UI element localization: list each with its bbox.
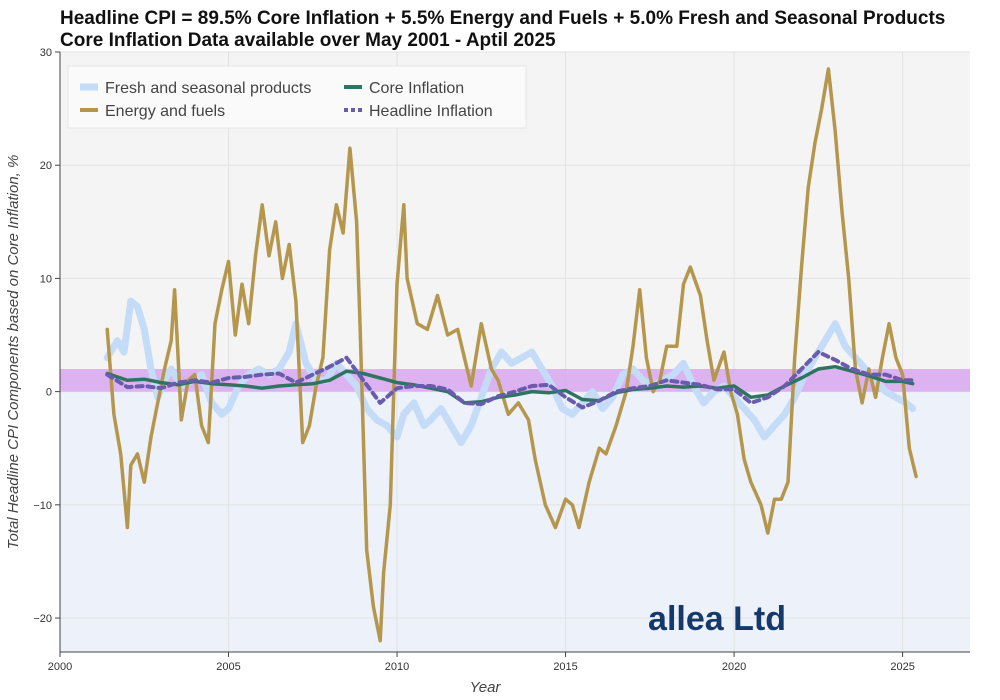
x-tick-label: 2025 [890, 661, 914, 673]
x-axis-title: Year [470, 679, 502, 696]
series-line-energy-and-fuels [105, 67, 918, 643]
y-tick-label: −20 [33, 613, 52, 625]
legend-label: Fresh and seasonal products [105, 80, 311, 97]
y-tick-label: 0 [46, 387, 52, 399]
x-tick-label: 2015 [553, 661, 577, 673]
plot-bg-below-zero [60, 391, 970, 652]
watermark: allea Ltd [648, 600, 786, 638]
legend-label: Energy and fuels [105, 103, 225, 120]
title-line-2: Core Inflation Data available over May 2… [60, 30, 556, 51]
y-tick-label: 10 [40, 273, 52, 285]
x-tick-label: 2010 [385, 661, 409, 673]
x-tick-label: 2005 [216, 661, 240, 673]
x-tick-label: 2020 [722, 661, 746, 673]
chart-title: Headline CPI = 89.5% Core Inflation + 5.… [60, 8, 945, 52]
y-tick-label: 30 [40, 47, 52, 59]
legend-label: Core Inflation [369, 80, 464, 97]
title-line-1: Headline CPI = 89.5% Core Inflation + 5.… [60, 8, 946, 29]
y-axis-title: Total Headline CPI Components based on C… [5, 155, 22, 550]
y-tick-label: 20 [40, 160, 52, 172]
y-tick-label: −10 [33, 500, 52, 512]
legend: Fresh and seasonal products Core Inflatio… [67, 65, 527, 129]
legend-label: Headline Inflation [369, 103, 493, 120]
x-tick-label: 2000 [48, 661, 72, 673]
series-line-headline-inflation [105, 350, 915, 410]
legend-box [67, 65, 527, 129]
